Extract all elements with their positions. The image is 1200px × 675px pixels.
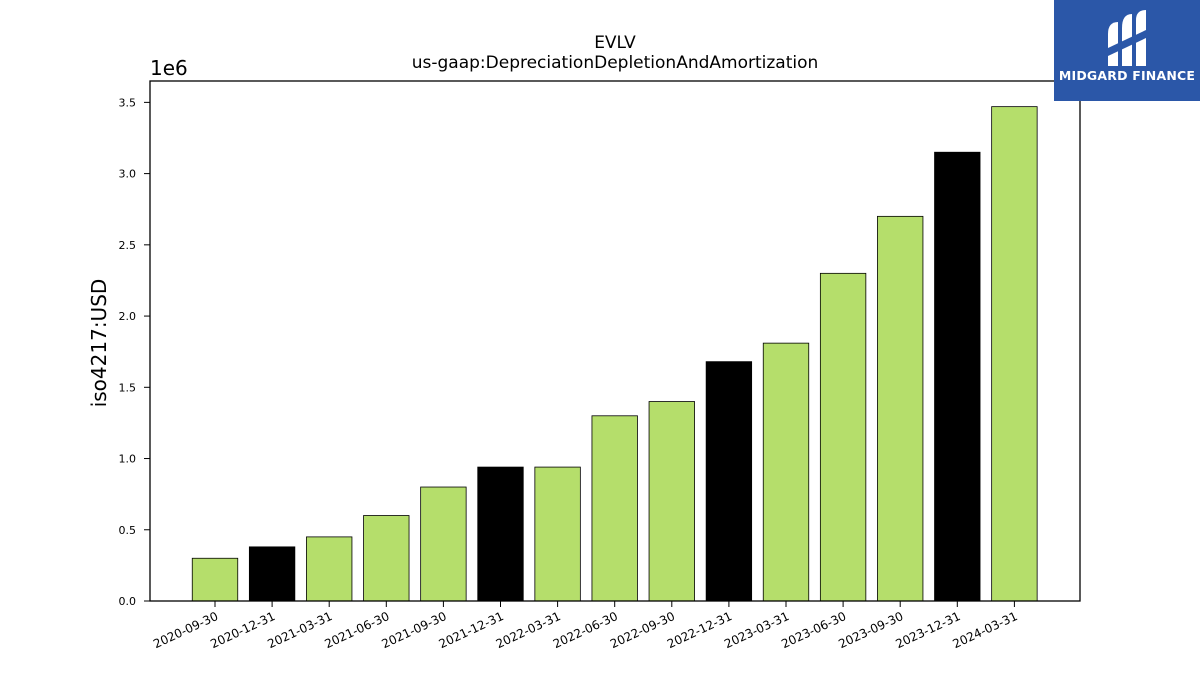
bar-2021-06-30 [363,515,410,602]
y-tick-label: 3.5 [119,96,137,109]
bar-2020-12-31 [248,546,296,602]
y-tick-label: 1.5 [119,381,137,394]
bar-2022-06-30 [591,415,638,602]
y-tick-label: 0.5 [119,524,137,537]
plot-area-frame [149,80,1081,602]
y-tick-label: 0.0 [119,595,137,608]
x-tick-label: 2020-09-30 [151,609,220,651]
x-tick-label: 2023-09-30 [836,609,905,651]
y-ticks-group: 0.0 0.5 1.0 1.5 2.0 2.5 3.0 3.5 [119,96,150,608]
y-tick-label: 1.0 [119,453,137,466]
bar-2022-09-30 [648,401,695,602]
x-tick-label: 2023-03-31 [722,609,791,651]
x-tick-label: 2021-03-31 [265,609,334,651]
bar-2023-09-30 [877,215,924,602]
bar-2022-03-31 [534,466,581,602]
brand-logo: MIDGARD FINANCE [1054,0,1200,101]
x-tick-label: 2021-06-30 [322,609,391,651]
x-ticks-group: 2020-09-302020-12-312021-03-312021-06-30… [151,601,1020,651]
x-tick-label: 2022-12-31 [665,609,734,651]
bar-2021-09-30 [420,486,467,602]
bar-2020-09-30 [191,557,239,602]
x-tick-label: 2023-12-31 [893,609,962,651]
x-tick-label: 2021-09-30 [380,609,449,651]
bar-2022-12-31 [705,361,753,602]
bar-2023-12-31 [934,151,981,602]
y-tick-label: 3.0 [119,168,137,181]
bar-2021-03-31 [306,536,353,602]
bar-2023-06-30 [819,272,867,602]
bars-group [191,106,1038,602]
y-tick-label: 2.5 [119,239,137,252]
x-tick-label: 2020-12-31 [208,609,277,651]
chart-title: EVLV [594,33,636,53]
brand-name: MIDGARD FINANCE [1058,68,1196,83]
bar-2021-12-31 [477,466,524,602]
x-tick-label: 2022-03-31 [494,609,563,651]
x-tick-label: 2024-03-31 [951,609,1020,651]
bar-2023-03-31 [762,342,810,602]
chart-subtitle: us-gaap:DepreciationDepletionAndAmortiza… [412,53,819,73]
x-tick-label: 2021-12-31 [437,609,506,651]
x-tick-label: 2023-06-30 [779,609,848,651]
y-axis-offset-label: 1e6 [150,56,188,80]
x-tick-label: 2022-06-30 [551,609,620,651]
x-tick-label: 2022-09-30 [608,609,677,651]
y-tick-label: 2.0 [119,310,137,323]
bar-2024-03-31 [991,106,1038,602]
y-axis-label: iso4217:USD [87,279,111,408]
logo-mark-icon [1108,10,1146,66]
